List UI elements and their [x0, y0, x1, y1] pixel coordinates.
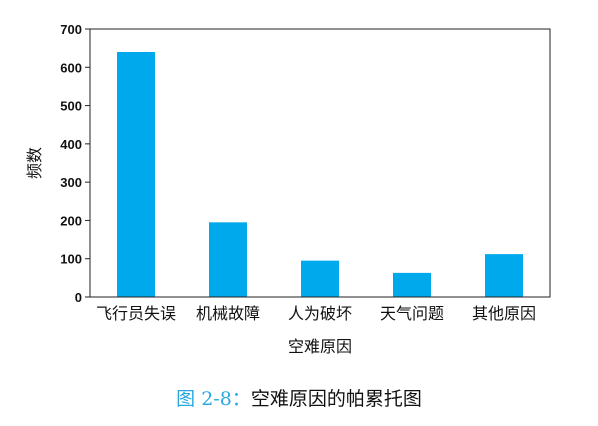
caption-text: 空难原因的帕累托图 [250, 388, 422, 410]
y-axis-title: 频数 [25, 147, 44, 179]
y-tick-label-5: 500 [60, 99, 82, 114]
x-tick-label-3: 天气问题 [380, 304, 444, 323]
y-tick-label-3: 300 [60, 175, 82, 190]
x-tick-label-1: 机械故障 [196, 304, 260, 323]
pareto-chart: 0 100 200 300 400 500 600 700 飞行员失误 机械故障 人为破坏 天气问题… [25, 22, 551, 356]
x-axis-title: 空难原因 [288, 337, 352, 356]
bar-1 [209, 222, 247, 297]
bar-0 [117, 51, 155, 297]
x-tick-label-0: 飞行员失误 [96, 304, 176, 323]
x-tick-label-2: 人为破坏 [288, 304, 352, 323]
bars-group [117, 51, 523, 297]
y-tick-label-4: 400 [60, 137, 82, 152]
x-tick-label-4: 其他原因 [472, 304, 536, 323]
bar-4 [485, 254, 523, 297]
caption-prefix: 图 2-8： [176, 388, 251, 410]
x-labels-group: 飞行员失误 机械故障 人为破坏 天气问题 其他原因 [96, 304, 536, 323]
plot-frame [89, 28, 551, 298]
y-tick-label-7: 700 [60, 22, 82, 37]
bar-2 [301, 260, 339, 297]
y-tick-label-1: 100 [60, 252, 82, 267]
y-tick-label-6: 600 [60, 60, 82, 75]
y-tick-label-0: 0 [75, 290, 82, 305]
bar-3 [393, 272, 431, 297]
y-ticks-group: 0 100 200 300 400 500 600 700 [60, 22, 90, 305]
figure-caption: 图 2-8：空难原因的帕累托图 [0, 384, 598, 411]
y-tick-label-2: 200 [60, 213, 82, 228]
